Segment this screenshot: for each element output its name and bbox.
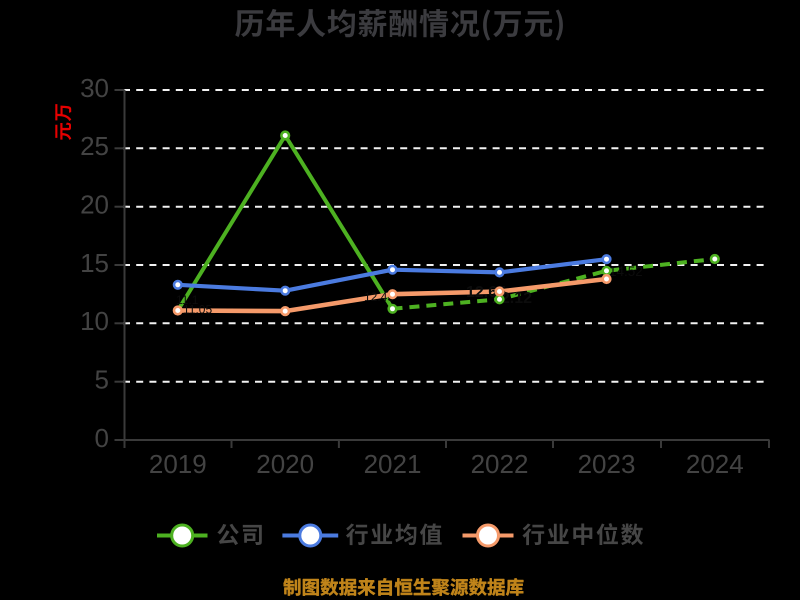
- svg-text:2021: 2021: [364, 449, 422, 479]
- svg-text:30: 30: [80, 73, 109, 103]
- svg-text:0: 0: [95, 423, 109, 453]
- svg-text:12.45: 12.45: [364, 290, 394, 304]
- svg-text:11.1: 11.1: [176, 293, 199, 307]
- svg-text:2022: 2022: [471, 449, 529, 479]
- svg-text:5: 5: [95, 365, 109, 395]
- svg-text:2023: 2023: [578, 449, 636, 479]
- svg-text:11.05: 11.05: [183, 303, 212, 317]
- svg-text:10: 10: [80, 306, 109, 336]
- svg-text:2024: 2024: [686, 449, 744, 479]
- svg-text:2019: 2019: [149, 449, 207, 479]
- svg-text:25: 25: [80, 131, 109, 161]
- svg-text:2020: 2020: [256, 449, 314, 479]
- svg-text:14.52: 14.52: [609, 264, 643, 279]
- svg-text:15: 15: [80, 248, 109, 278]
- svg-text:20: 20: [80, 190, 109, 220]
